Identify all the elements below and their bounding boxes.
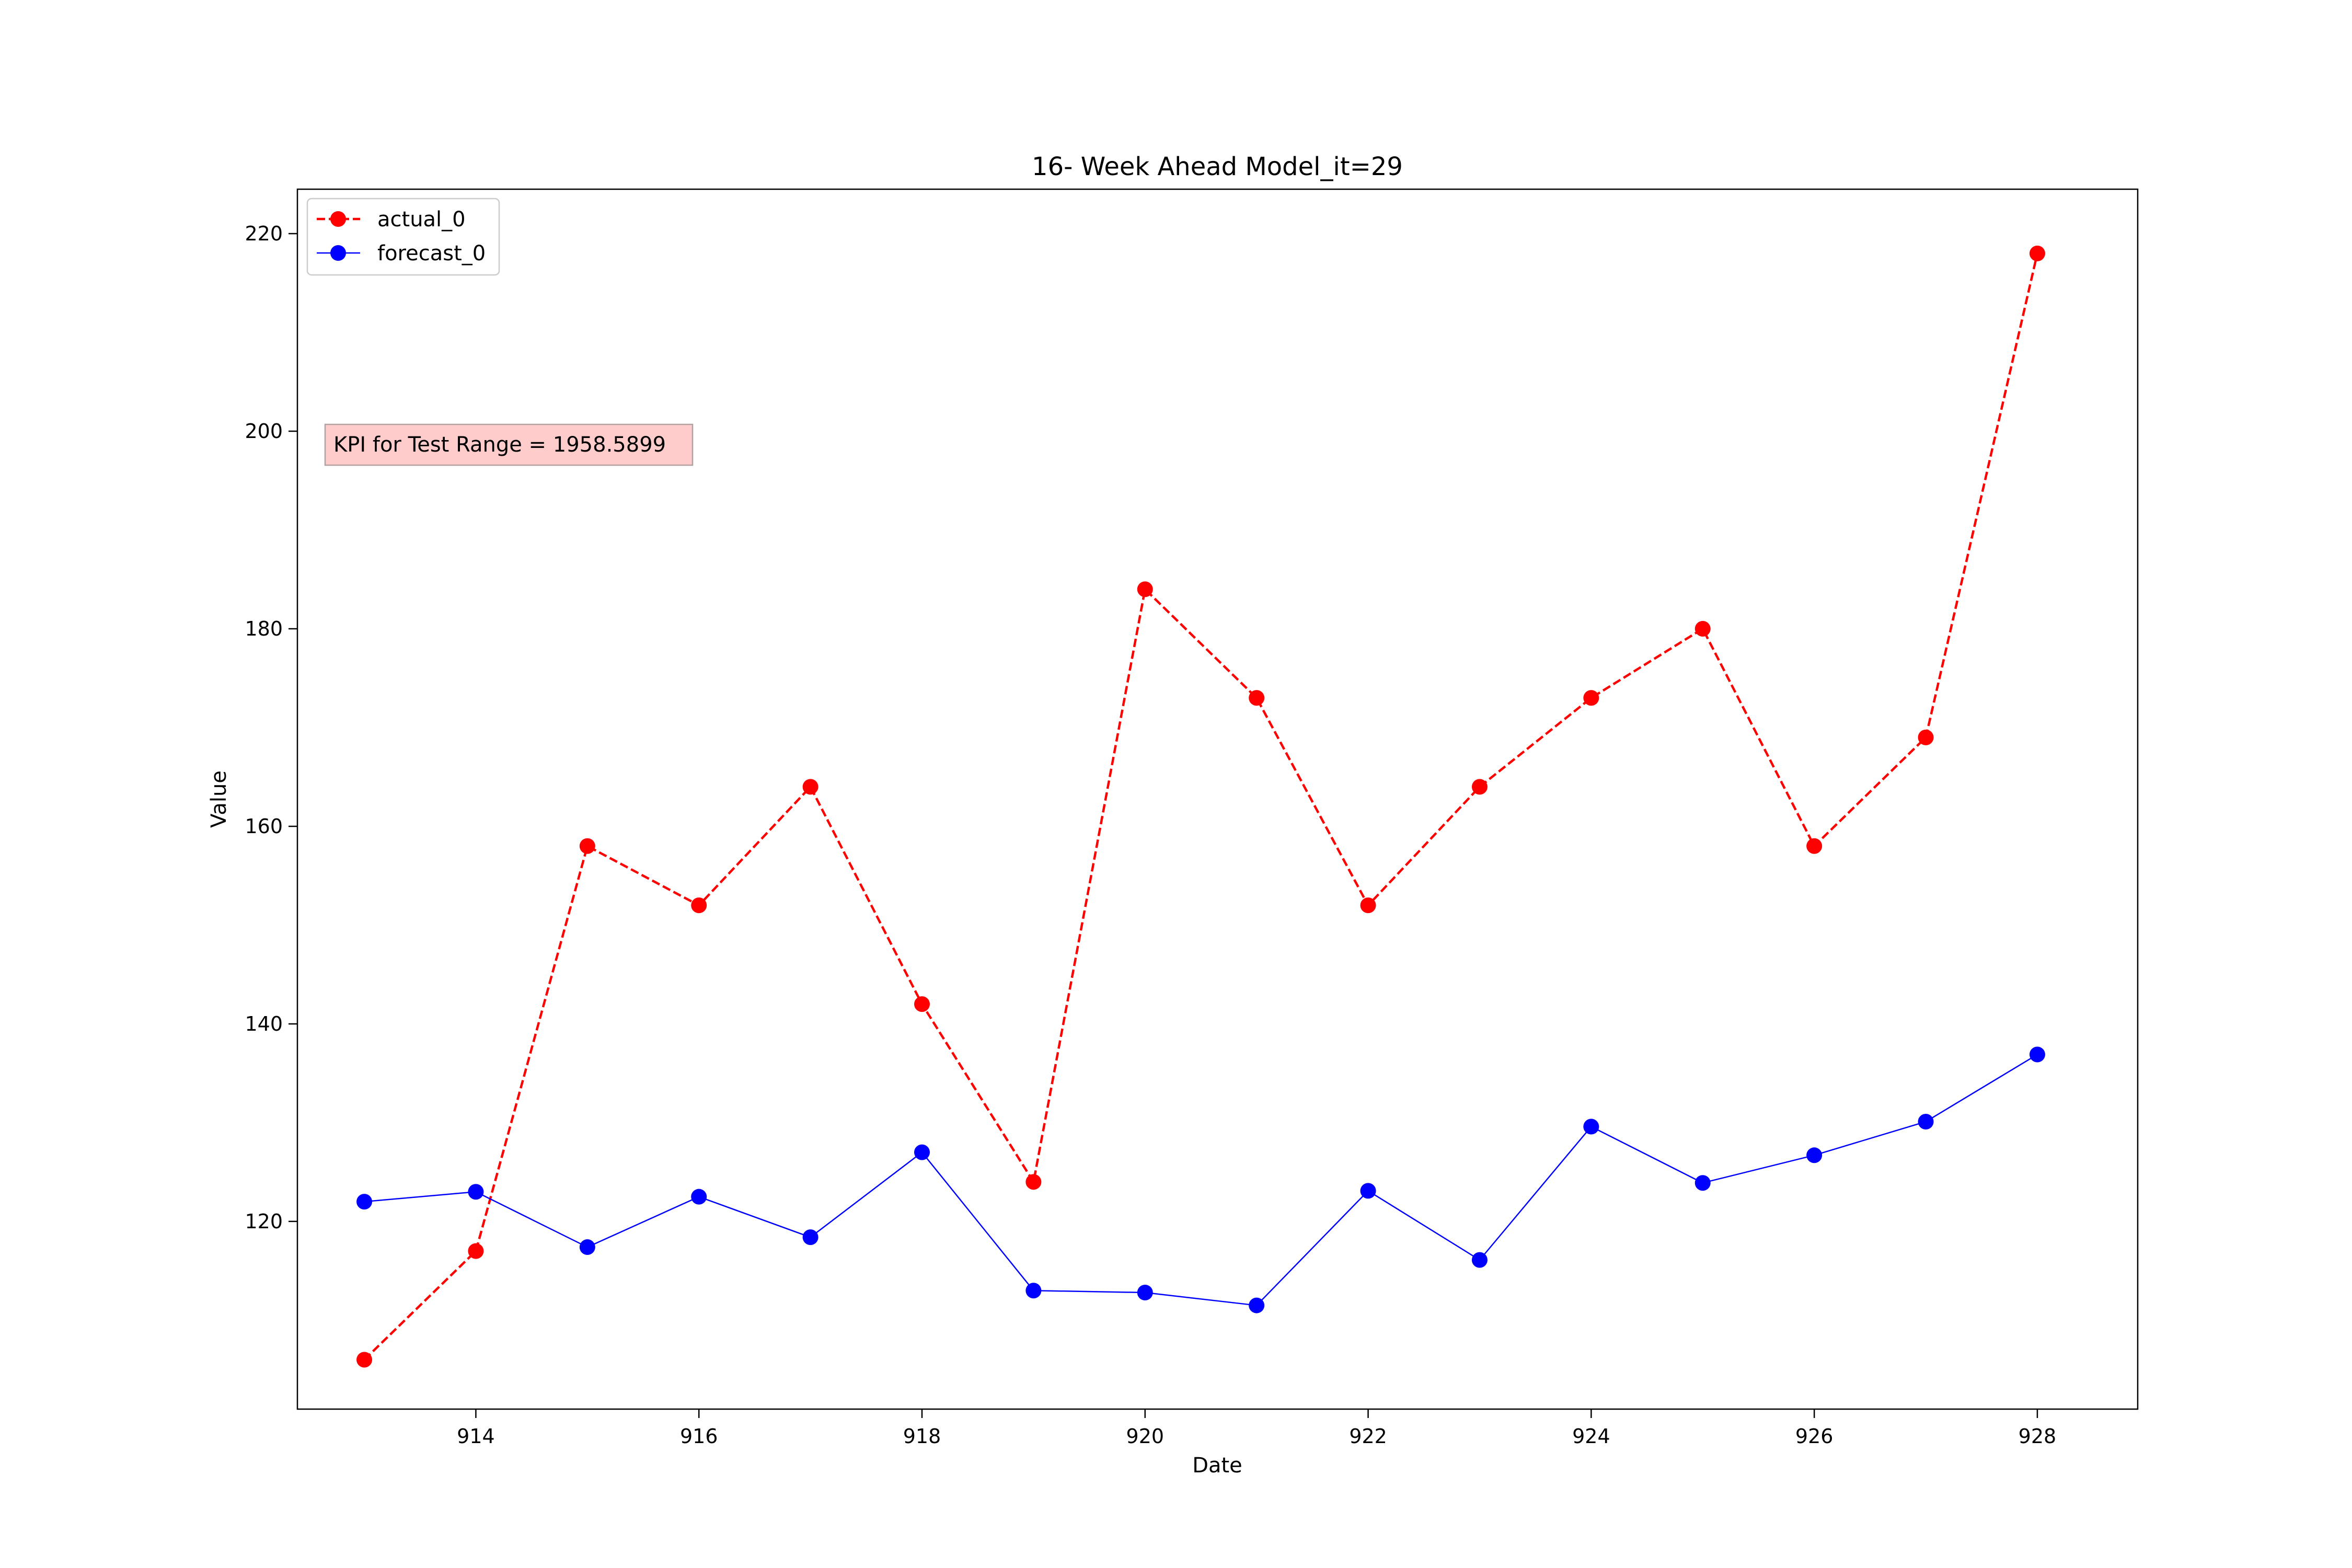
x-tick-label: 922 <box>1349 1425 1387 1448</box>
data-point-forecast-0 <box>1471 1252 1488 1268</box>
x-axis-ticks: 914 916 918 920 922 924 926 928 <box>457 1409 2056 1448</box>
y-tick-label: 180 <box>245 617 283 640</box>
data-point-actual-0 <box>1360 897 1376 914</box>
data-point-actual-0 <box>468 1243 484 1259</box>
legend-marker-actual <box>330 211 346 227</box>
x-axis-label: Date <box>1192 1454 1242 1478</box>
legend-marker-forecast <box>330 245 346 261</box>
data-point-actual-0 <box>1918 729 1934 745</box>
data-point-forecast-0 <box>1583 1119 1599 1135</box>
x-tick-label: 916 <box>680 1425 718 1448</box>
legend-label-actual: actual_0 <box>377 207 466 232</box>
axes-frame <box>296 188 2139 1410</box>
x-tick-label: 926 <box>1795 1425 1834 1448</box>
data-point-forecast-0 <box>1249 1297 1265 1313</box>
data-point-forecast-0 <box>802 1229 818 1246</box>
y-tick-label: 220 <box>245 222 283 245</box>
data-point-forecast-0 <box>1137 1284 1153 1300</box>
data-point-forecast-0 <box>1806 1147 1823 1163</box>
data-point-forecast-0 <box>914 1144 930 1160</box>
x-tick-label: 920 <box>1126 1425 1165 1448</box>
data-point-actual-0 <box>1806 838 1823 854</box>
data-point-forecast-0 <box>468 1184 484 1200</box>
data-point-forecast-0 <box>1918 1114 1934 1130</box>
data-point-forecast-0 <box>579 1239 595 1255</box>
data-point-actual-0 <box>691 897 707 914</box>
data-point-actual-0 <box>579 838 595 854</box>
x-tick-label: 924 <box>1572 1425 1610 1448</box>
y-tick-label: 160 <box>245 815 283 838</box>
data-point-forecast-0 <box>1360 1183 1376 1199</box>
data-point-forecast-0 <box>1694 1175 1711 1191</box>
data-point-actual-0 <box>802 779 818 795</box>
series-layer <box>356 245 2045 1368</box>
series-line-actual-0 <box>363 253 2039 1361</box>
y-axis-ticks: 120 140 160 180 200 220 <box>245 222 297 1233</box>
x-tick-label: 928 <box>2019 1425 2057 1448</box>
data-point-forecast-0 <box>1025 1283 1042 1299</box>
plot-area <box>296 188 2139 1410</box>
y-tick-label: 140 <box>245 1012 283 1035</box>
kpi-annotation-text: KPI for Test Range = 1958.5899 <box>333 433 666 457</box>
data-point-actual-0 <box>1471 779 1488 795</box>
y-axis-label: Value <box>207 770 231 828</box>
x-tick-label: 914 <box>457 1425 495 1448</box>
data-point-forecast-0 <box>356 1194 373 1210</box>
data-point-forecast-0 <box>691 1189 707 1205</box>
chart-title: 16- Week Ahead Model_it=29 <box>1032 152 1403 181</box>
data-point-actual-0 <box>1025 1174 1042 1190</box>
data-point-actual-0 <box>1249 690 1265 706</box>
data-point-actual-0 <box>2029 245 2045 261</box>
legend-box <box>306 198 500 276</box>
x-tick-label: 918 <box>903 1425 941 1448</box>
legend: actual_0 forecast_0 <box>306 198 500 276</box>
y-tick-label: 120 <box>245 1210 283 1233</box>
kpi-annotation-box <box>324 423 694 466</box>
data-point-actual-0 <box>914 996 930 1012</box>
data-point-actual-0 <box>1137 581 1153 597</box>
legend-label-forecast: forecast_0 <box>377 241 486 266</box>
data-point-actual-0 <box>1694 620 1711 637</box>
y-tick-label: 200 <box>245 420 283 443</box>
data-point-forecast-0 <box>2029 1046 2045 1063</box>
data-point-actual-0 <box>356 1352 373 1368</box>
data-point-actual-0 <box>1583 690 1599 706</box>
kpi-annotation: KPI for Test Range = 1958.5899 <box>324 423 694 466</box>
series-line-forecast-0 <box>364 1054 2038 1306</box>
